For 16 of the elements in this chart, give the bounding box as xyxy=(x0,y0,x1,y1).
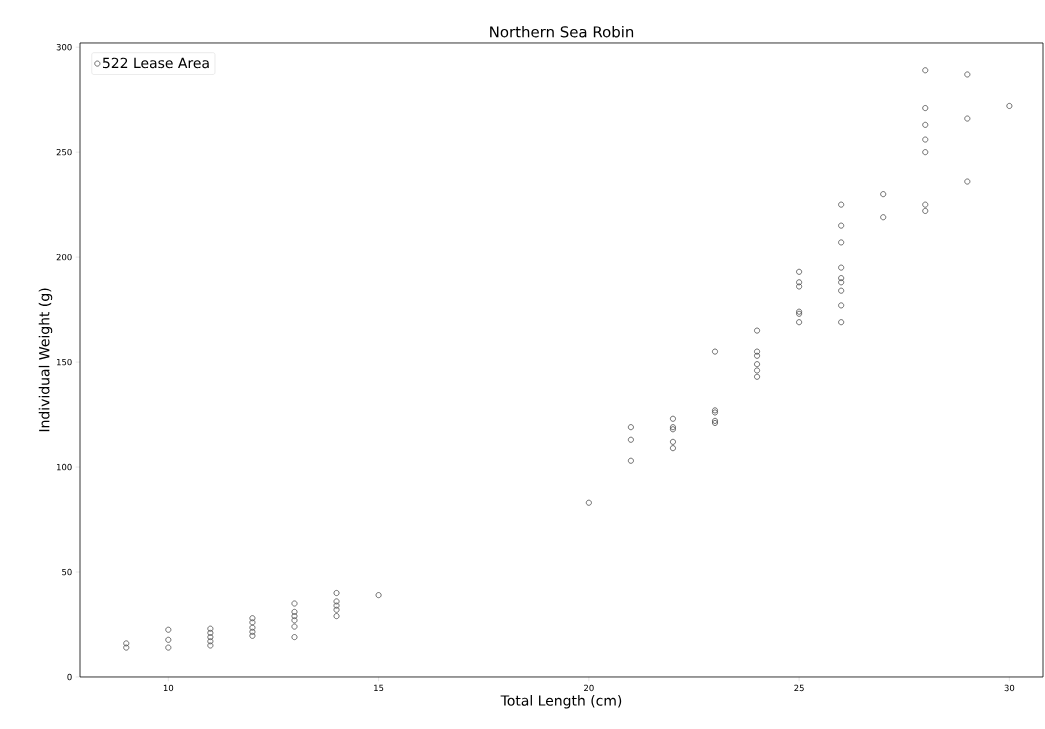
x-tick-label: 25 xyxy=(794,684,804,692)
y-tick-label: 0 xyxy=(67,673,72,681)
y-tick-label: 250 xyxy=(56,148,72,156)
chart-title: Northern Sea Robin xyxy=(490,25,634,38)
x-tick-label: 10 xyxy=(163,684,174,692)
y-tick-label: 300 xyxy=(56,43,72,51)
y-tick-label: 50 xyxy=(62,568,72,576)
x-axis-title: Total Length (cm) xyxy=(500,695,622,709)
legend-label: 522 Lease Area xyxy=(103,57,209,69)
x-tick-label: 30 xyxy=(1004,684,1015,692)
y-tick-label: 150 xyxy=(57,358,72,366)
y-axis-title: Individual Weight (g) xyxy=(38,288,53,432)
y-tick-label: 200 xyxy=(56,253,72,261)
y-tick-label: 100 xyxy=(57,463,72,471)
x-tick-label: 20 xyxy=(584,684,594,692)
x-tick-label: 15 xyxy=(374,684,384,692)
